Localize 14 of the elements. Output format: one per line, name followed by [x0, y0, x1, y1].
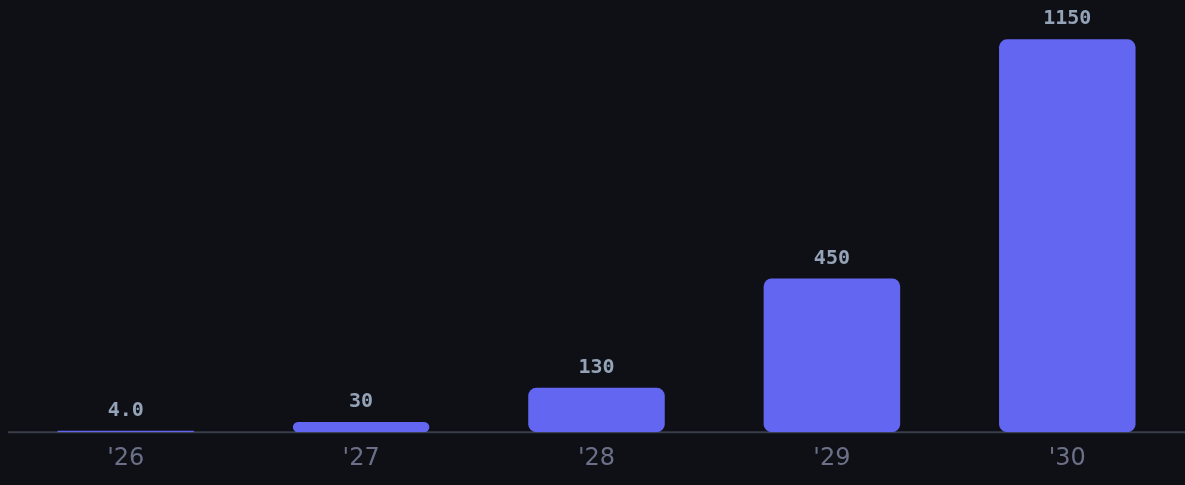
bar: [528, 387, 665, 433]
data-label: 450: [813, 244, 850, 269]
x-tick-label: '27: [342, 442, 380, 471]
x-tick-label: '26: [107, 442, 145, 471]
bar: [999, 39, 1136, 433]
bar: [763, 278, 901, 433]
data-label: 30: [349, 388, 374, 413]
data-label: 1150: [1043, 5, 1092, 30]
bar: [292, 421, 430, 433]
x-tick-label: '30: [1048, 442, 1086, 471]
x-tick-label: '28: [577, 442, 616, 471]
data-label: 130: [578, 353, 615, 378]
data-label: 4.0: [107, 397, 144, 422]
x-tick-label: '29: [813, 442, 851, 471]
